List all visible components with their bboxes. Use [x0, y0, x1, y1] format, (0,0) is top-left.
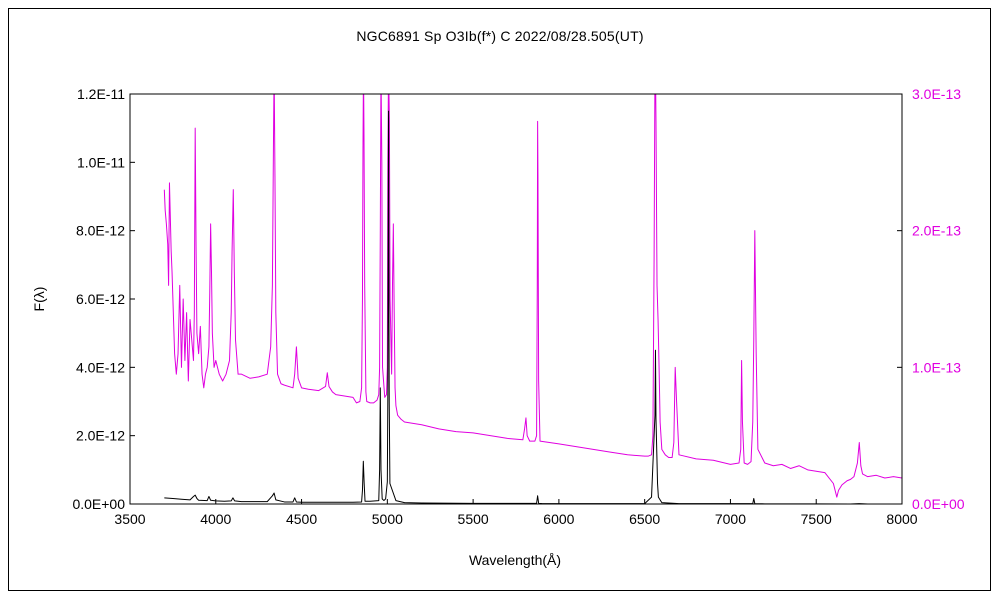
x-tick-label: 4000 [200, 511, 231, 527]
y-left-tick-label: 1.2E-11 [77, 86, 125, 102]
x-tick-label: 8000 [886, 511, 917, 527]
chart-title: NGC6891 Sp O3Ib(f*) C 2022/08/28.505(UT) [356, 28, 644, 44]
y-axis-label: F(λ) [31, 287, 47, 312]
y-right-tick-label: 1.0E-13 [912, 359, 961, 375]
x-tick-label: 7500 [801, 511, 832, 527]
y-left-tick-label: 6.0E-12 [76, 291, 125, 307]
axes-layer: 3500 4000 4500 5000 5500 6000 6500 7000 7500 8000… [72, 86, 964, 527]
x-tick-label: 5500 [458, 511, 489, 527]
black-spectrum-line [164, 110, 902, 504]
series-layer [163, 94, 902, 504]
x-tick-label: 6000 [543, 511, 574, 527]
x-tick-label: 6500 [629, 511, 660, 527]
x-tick-label: 3500 [114, 511, 145, 527]
x-tick-label: 4500 [286, 511, 317, 527]
y-right-tick-label: 3.0E-13 [912, 86, 961, 102]
y-left-tick-label: 8.0E-12 [76, 223, 125, 239]
chart-frame [8, 8, 991, 591]
y-left-tick-label: 0.0E+00 [72, 496, 125, 512]
y-right-tick-label: 0.0E+00 [912, 496, 965, 512]
y-right-tick-label: 2.0E-13 [912, 223, 961, 239]
y-left-tick-label: 4.0E-12 [76, 359, 125, 375]
x-axis-label: Wavelength(Å) [469, 552, 561, 568]
plot-area-border [129, 93, 903, 505]
x-tick-label: 5000 [372, 511, 403, 527]
magenta-spectrum-line [163, 94, 902, 498]
x-tick-label: 7000 [715, 511, 746, 527]
y-left-tick-label: 2.0E-12 [76, 428, 125, 444]
y-left-tick-label: 1.0E-11 [77, 154, 125, 170]
